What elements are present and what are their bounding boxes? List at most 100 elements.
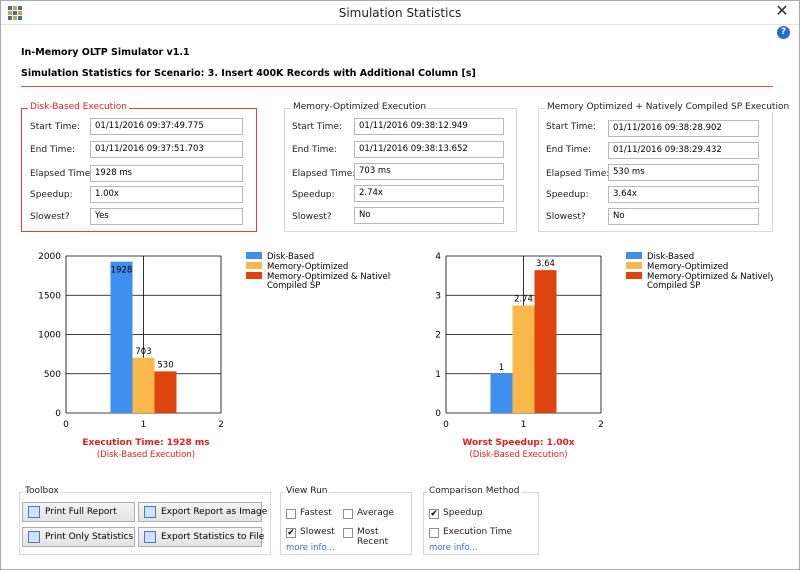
mem-speedup-field[interactable]: 2.74x [354,185,504,202]
mem-end-time-field[interactable]: 01/11/2016 09:38:13.652 [354,141,504,158]
export-statistics-label: Export Statistics to File [161,532,265,542]
disk-based-group: Disk-Based Execution Start Time: 01/11/2… [21,102,257,232]
export-statistics-button[interactable]: Export Statistics to File [138,527,265,547]
legend-line: Memory-Optimized & Natively [267,272,391,282]
most-recent-label: Most Recent [357,527,389,547]
memory-optimized-group: Memory-Optimized Execution Start Time: 0… [284,102,517,232]
y-tick-label: 1000 [38,331,61,341]
mem-start-time-field[interactable]: 01/11/2016 09:38:12.949 [354,118,504,135]
legend-label-mem: Memory-Optimized [647,262,728,272]
end-time-label: End Time: [292,145,338,155]
disk-speedup-field[interactable]: 1.00x [90,186,243,203]
speedup-label: Speedup: [546,190,589,200]
app-heading: In-Memory OLTP Simulator v1.1 [21,47,190,58]
native-compiled-group: Memory Optimized + Natively Compiled SP … [538,102,792,232]
legend-label-disk: Disk-Based [647,252,694,262]
view-run-group: View Run Fastest Average ✔ Slowest Most … [280,486,412,555]
native-start-time-field[interactable]: 01/11/2016 09:38:28.902 [608,120,759,137]
memory-optimized-group-title: Memory-Optimized Execution [291,102,429,112]
native-compiled-group-title: Memory Optimized + Natively Compiled SP … [545,102,792,112]
mem-slowest-field[interactable]: No [354,207,504,224]
print-statistics-label: Print Only Statistics [45,532,134,542]
x-tick-label: 2 [598,420,604,430]
x-tick-label: 0 [443,420,449,430]
fastest-label: Fastest [300,508,332,518]
legend-swatch-mem [626,262,642,269]
bar-native [154,371,177,413]
native-slowest-field[interactable]: No [608,208,759,225]
legend-label-mem: Memory-Optimized [267,262,348,272]
start-time-label: Start Time: [292,122,342,132]
help-icon[interactable]: ? [777,26,790,39]
slowest-option-label: Slowest [300,527,335,537]
execution-time-caption-sub: (Disk-Based Execution) [96,450,196,460]
speedup-caption-sub: (Disk-Based Execution) [469,450,568,460]
native-elapsed-field[interactable]: 530 ms [608,164,759,181]
elapsed-time-label: Elapsed Time: [292,169,356,179]
average-checkbox[interactable] [343,509,353,519]
speedup-checkbox[interactable]: ✔ [429,509,439,519]
execution-time-checkbox[interactable] [429,528,439,538]
disk-elapsed-field[interactable]: 1928 ms [90,165,243,182]
native-speedup-field[interactable]: 3.64x [608,186,759,203]
header-divider [21,86,773,87]
average-label: Average [357,508,394,518]
disk-based-group-title: Disk-Based Execution [28,102,129,112]
y-tick-label: 3 [435,291,441,301]
slowest-checkbox[interactable]: ✔ [286,528,296,538]
slowest-label: Slowest? [30,212,70,222]
print-statistics-button[interactable]: Print Only Statistics [22,527,135,547]
speedup-option-label: Speedup [443,508,483,518]
comparison-more-info-link[interactable]: more info... [429,543,478,553]
y-tick-label: 2000 [38,252,61,262]
y-tick-label: 0 [435,409,441,419]
bar-disk [490,373,513,413]
slowest-label: Slowest? [546,212,586,222]
y-tick-label: 1 [435,370,441,380]
window-title: Simulation Statistics [338,6,462,20]
bar-data-label: 703 [135,347,151,357]
print-full-report-button[interactable]: Print Full Report [22,502,135,522]
x-tick-label: 1 [141,420,147,430]
bar-mem [132,357,155,413]
export-image-button[interactable]: Export Report as Image [138,502,267,522]
toolbox-group: Toolbox Print Full Report Export Report … [19,486,271,555]
export-file-icon [144,531,156,543]
legend-swatch-disk [246,252,262,259]
bar-data-label: 2.74 [514,294,533,304]
view-run-more-info-link[interactable]: more info... [286,543,335,553]
comparison-method-group: Comparison Method ✔ Speedup Execution Ti… [423,486,539,555]
most-recent-checkbox[interactable] [343,528,353,538]
disk-end-time-field[interactable]: 01/11/2016 09:37:51.703 [90,141,243,158]
start-time-label: Start Time: [546,122,596,132]
comparison-method-title: Comparison Method [427,486,522,496]
print-icon [28,506,40,518]
start-time-label: Start Time: [30,122,80,132]
disk-start-time-field[interactable]: 01/11/2016 09:37:49.775 [90,118,243,135]
bar-data-label: 1 [499,363,504,373]
legend-label-disk: Disk-Based [267,252,314,262]
legend-swatch-mem [246,262,262,269]
legend-line: Compiled SP [267,281,320,291]
legend-label-native: Memory-Optimized & Natively Compiled SP [647,272,773,291]
legend-swatch-disk [626,252,642,259]
app-icon [8,6,22,20]
y-tick-label: 2 [435,331,441,341]
bar-disk [110,261,133,413]
close-icon[interactable]: ✕ [775,1,789,20]
bar-data-label: 3.64 [536,259,555,269]
native-end-time-field[interactable]: 01/11/2016 09:38:29.432 [608,142,759,159]
legend-swatch-native [246,272,262,279]
y-tick-label: 500 [44,370,61,380]
toolbox-title: Toolbox [23,486,61,496]
legend-line: Compiled SP [647,281,700,291]
disk-slowest-field[interactable]: Yes [90,208,243,225]
fastest-checkbox[interactable] [286,509,296,519]
x-tick-label: 2 [218,420,224,430]
bar-data-label: 530 [157,360,173,370]
mem-elapsed-field[interactable]: 703 ms [354,163,504,180]
